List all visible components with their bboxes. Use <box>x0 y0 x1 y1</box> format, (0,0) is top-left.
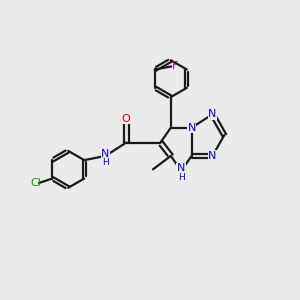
Text: N: N <box>208 151 217 161</box>
Text: H: H <box>178 173 184 182</box>
Text: O: O <box>122 114 130 124</box>
Text: N: N <box>177 164 185 173</box>
Text: F: F <box>172 61 178 71</box>
Text: N: N <box>101 148 110 159</box>
Text: Cl: Cl <box>30 178 41 188</box>
Text: H: H <box>102 158 109 167</box>
Text: N: N <box>188 123 196 133</box>
Text: N: N <box>208 109 217 119</box>
